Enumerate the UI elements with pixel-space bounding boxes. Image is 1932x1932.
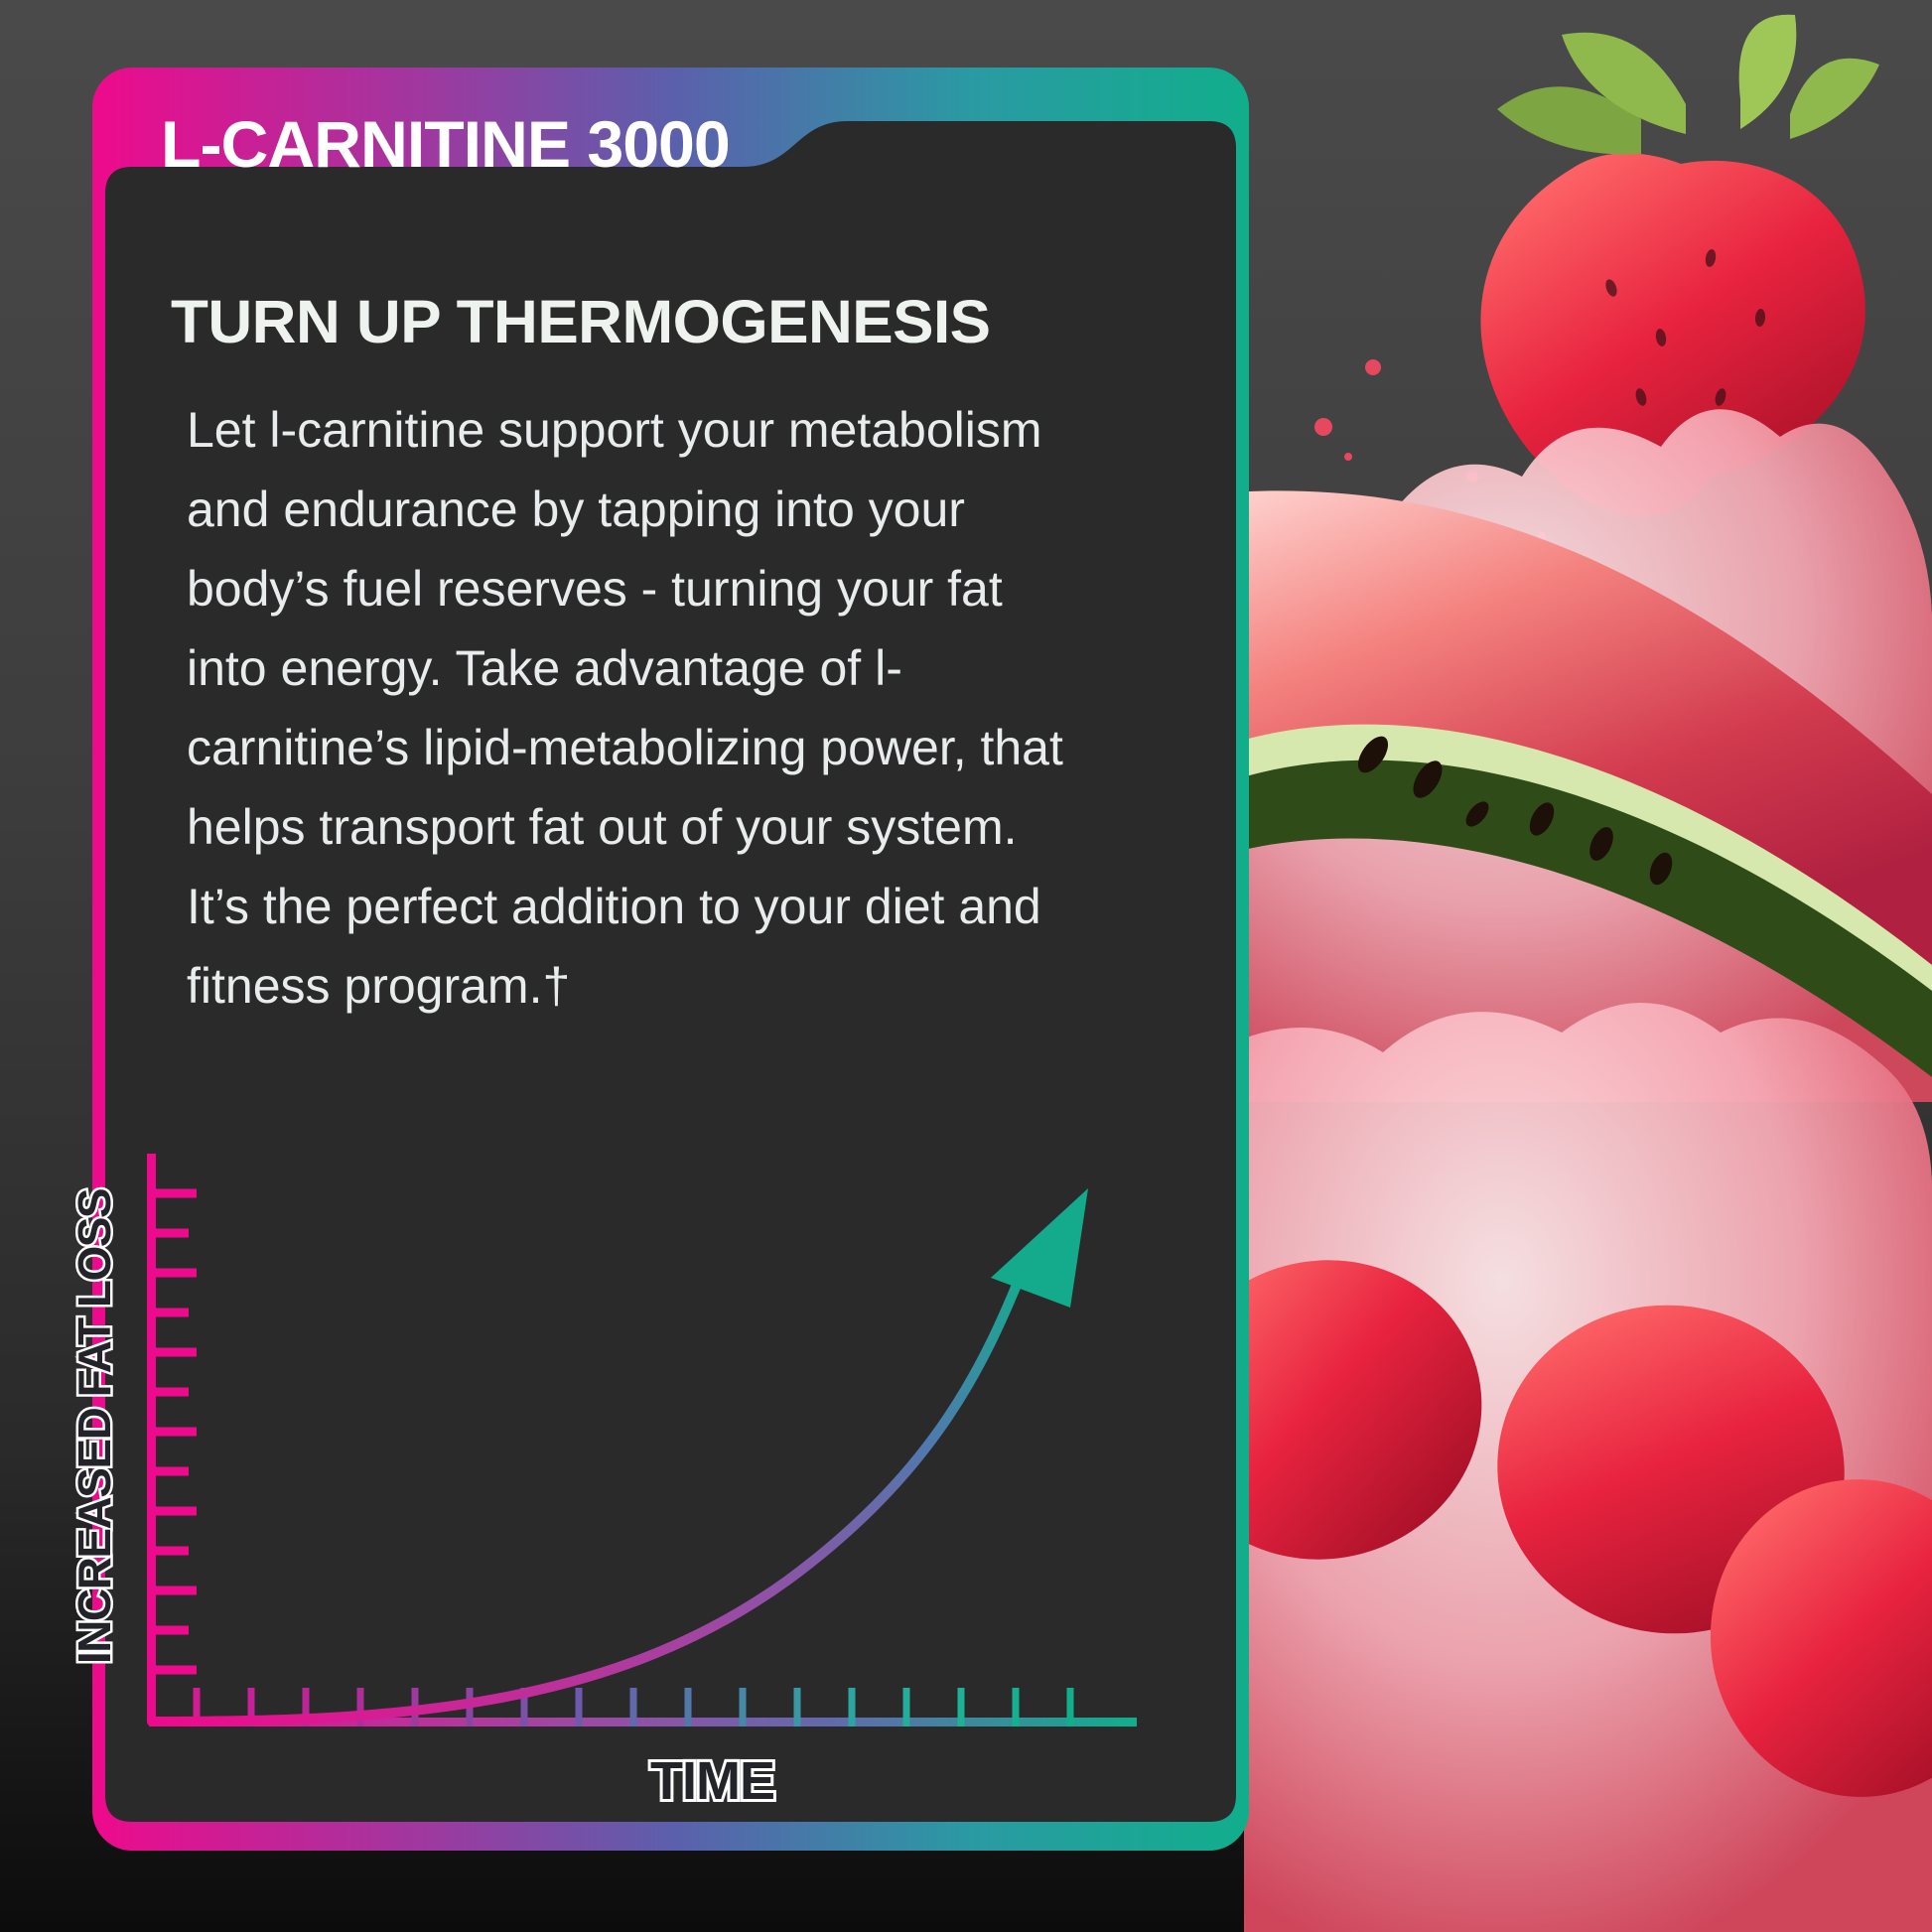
svg-text:TIME: TIME	[650, 1751, 774, 1811]
